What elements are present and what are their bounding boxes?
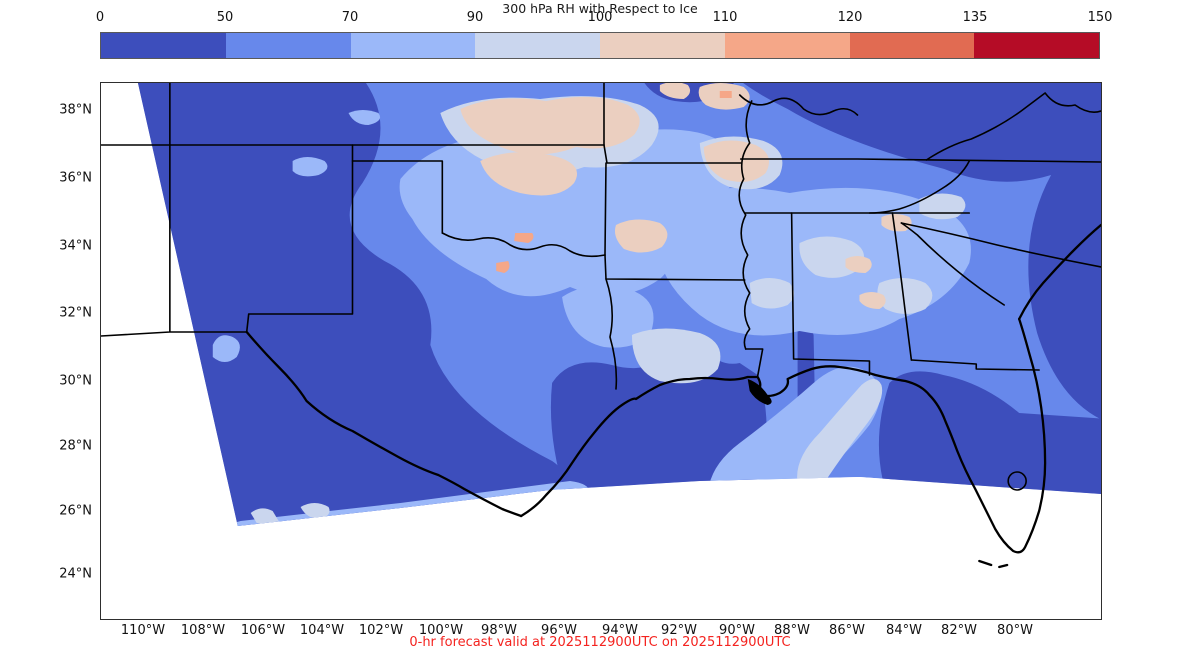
rh-fill-moist-central-plains xyxy=(399,129,737,297)
colorbar-segment xyxy=(475,33,600,58)
x-tick-label: 104°W xyxy=(299,623,345,638)
border-ga-fl xyxy=(910,359,1040,371)
x-tick-label: 98°W xyxy=(481,623,517,638)
rh-fill-tan-georgia-speck2 xyxy=(859,292,886,309)
colorbar-tick-label: 100 xyxy=(587,10,613,25)
x-tick-label: 100°W xyxy=(418,623,464,638)
border-ok-panhandle xyxy=(351,160,444,234)
rh-fill-dry-gulf-louisiana xyxy=(550,339,767,508)
rh-fill-tan-north-oklahoma xyxy=(460,96,640,155)
rh-fill-moist-spot-panhandle xyxy=(292,157,328,177)
border-mo-ar xyxy=(603,144,742,164)
colorbar-tick-label: 120 xyxy=(837,10,863,25)
x-tick-label: 108°W xyxy=(180,623,226,638)
state-borders xyxy=(101,83,1101,390)
rh-fill-tan-oklahoma-south xyxy=(480,152,578,196)
border-az-nm xyxy=(101,83,248,337)
border-nc-sc xyxy=(900,222,1101,268)
rh-fill-pale-coastal-dot2 xyxy=(300,503,330,519)
x-tick-label: 96°W xyxy=(541,623,577,638)
colorbar-tick-label: 50 xyxy=(216,10,234,25)
coast-rio-grande xyxy=(245,330,523,518)
border-nc-tn xyxy=(868,160,971,214)
x-tick-label: 106°W xyxy=(240,623,286,638)
y-tick-label: 24°N xyxy=(59,566,92,582)
colorbar-segment xyxy=(600,33,725,58)
x-tick-label: 90°W xyxy=(719,623,755,638)
colorbar-segment xyxy=(350,33,476,58)
lake-okeechobee xyxy=(1007,471,1027,491)
colorbar-segment xyxy=(724,33,850,58)
border-ms-al xyxy=(790,212,871,376)
rh-fill-tan-alabama-speck xyxy=(845,256,872,273)
colorbar-tick-label: 70 xyxy=(341,10,359,25)
rh-fill-pale-gulf-streak xyxy=(797,379,883,495)
y-tick-label: 34°N xyxy=(59,238,92,254)
colorbar-tick-label: 150 xyxy=(1087,10,1113,25)
coast-florida-keys xyxy=(978,559,1009,569)
y-tick-label: 30°N xyxy=(59,373,92,389)
x-tick-label: 88°W xyxy=(774,623,810,638)
rh-fill-tan-georgia-speck1 xyxy=(881,214,912,232)
colorbar-segment xyxy=(101,33,226,58)
colorbar-segment xyxy=(974,33,1099,58)
rh-fill-pale-mississippi2 xyxy=(749,278,795,309)
coast-gulf xyxy=(520,317,1047,554)
border-mississippi-river xyxy=(738,100,753,350)
border-red-river xyxy=(441,232,606,258)
rh-fill-moist-east-texas xyxy=(562,285,654,348)
colorbar-tick-label: 0 xyxy=(95,10,105,25)
coast-atlantic xyxy=(1018,223,1101,321)
colorbar-segment xyxy=(225,33,351,58)
border-al-ga xyxy=(891,212,913,361)
rh-fill-tan-arkansas-south xyxy=(614,219,668,253)
colorbar-tick-label: 90 xyxy=(466,10,484,25)
x-tick-label: 102°W xyxy=(358,623,404,638)
rh-fill-orange-redriver1 xyxy=(514,233,534,243)
x-tick-label: 92°W xyxy=(661,623,697,638)
y-tick-label: 28°N xyxy=(59,438,92,454)
border-ky-ohio-river xyxy=(738,94,859,116)
x-tick-label: 110°W xyxy=(120,623,166,638)
rh-fill-moist-gulf-band xyxy=(707,366,880,517)
map-plot-area xyxy=(100,82,1102,620)
x-tick-label: 94°W xyxy=(602,623,638,638)
rh-fill-pale-georgia xyxy=(877,278,933,314)
y-tick-label: 26°N xyxy=(59,503,92,519)
x-tick-label: 86°W xyxy=(829,623,865,638)
figure-title: 300 hPa RH with Respect to Ice xyxy=(502,1,698,16)
rh-fill-orange-redriver2 xyxy=(496,261,510,273)
x-tick-label: 84°W xyxy=(886,623,922,638)
colorbar-segment xyxy=(849,33,975,58)
x-tick-label: 82°W xyxy=(941,623,977,638)
map-canvas xyxy=(101,83,1101,569)
rh-fill-orange-missouri xyxy=(719,91,732,98)
border-ky-va xyxy=(925,92,1101,161)
y-tick-label: 38°N xyxy=(59,102,92,118)
y-tick-label: 36°N xyxy=(59,170,92,186)
colorbar-tick-label: 135 xyxy=(962,10,988,25)
y-tick-label: 32°N xyxy=(59,305,92,321)
coastlines xyxy=(245,223,1101,569)
colorbar xyxy=(100,32,1100,59)
rh-fill-dry-west-texas xyxy=(137,83,564,526)
colorbar-tick-labels: 0 50 70 90 100 110 120 135 150 xyxy=(96,10,1113,26)
rh-fill-pale-coastal-dot1 xyxy=(250,508,279,525)
border-ok-ar xyxy=(604,162,607,256)
rh-fill-moist-spot-panhandle2 xyxy=(348,110,381,125)
x-tick-label: 80°W xyxy=(997,623,1033,638)
rh-fill-tan-arkansas xyxy=(703,140,769,182)
rh-fill-pale-louisiana xyxy=(631,328,721,384)
rh-fill-moist-spot-west xyxy=(212,335,240,362)
border-sabine-river xyxy=(605,278,618,390)
colorbar-tick-label: 110 xyxy=(712,10,738,25)
forecast-caption: 0-hr forecast valid at 2025112900UTC on … xyxy=(409,635,791,650)
border-tn-north xyxy=(739,158,1101,163)
rh-fill-tan-kansas-speck xyxy=(659,83,691,99)
mississippi-delta xyxy=(747,379,772,405)
border-nm-tx xyxy=(245,144,354,333)
border-ga-sc xyxy=(900,222,1005,306)
border-la-ms xyxy=(744,348,764,377)
